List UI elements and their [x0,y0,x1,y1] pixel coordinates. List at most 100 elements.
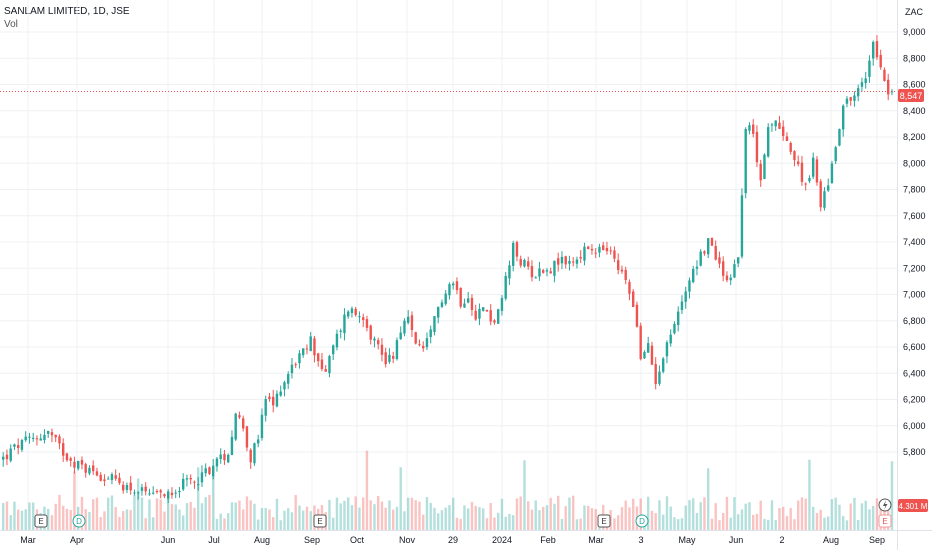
candle-body [260,414,264,439]
volume-bar [189,502,192,530]
volume-bar [512,515,515,530]
candle-body [782,126,785,136]
candle-body [425,338,429,348]
candle-body [538,268,541,277]
candle-body [407,316,410,323]
candle-body [163,494,166,497]
volume-bar [834,497,837,530]
candle-body [437,307,440,318]
candle-body [335,333,339,348]
candle-body [714,246,717,260]
candle-body [369,325,372,340]
volume-bar [13,501,16,530]
candle-body [853,95,856,101]
candle-body [320,359,324,369]
volume-bar [388,500,391,530]
candle-body [879,54,882,68]
volume-bar [662,514,665,530]
volume-bar [632,498,635,530]
candle-body [242,418,245,429]
candle-body [748,125,751,131]
candle-body [47,430,50,434]
volume-bar [722,512,725,530]
time-tick-label: Apr [70,535,84,545]
candle-body [125,484,129,490]
candle-body [28,436,31,438]
candle-body [9,448,12,461]
volume-bar [890,461,894,530]
volume-bar [819,509,822,530]
candle-body [257,439,260,444]
volume-bar [549,497,552,530]
earnings-marker-label: E [317,517,322,526]
volume-bar [755,513,759,530]
volume-bar [489,502,492,530]
candle-body [159,490,162,493]
volume-bar [28,502,31,530]
candle-body [448,284,451,296]
candle-body [133,492,136,494]
time-tick-label: Nov [399,535,416,545]
volume-bar [380,501,384,530]
candle-body [58,436,61,444]
candle-body [639,325,642,360]
time-axis[interactable]: Mar Apr Jun Jul Aug Sep Oct Nov 29 2024 Feb Mar 3 May… [20,535,885,545]
volume-bar [129,510,132,530]
volume-bar [69,509,72,530]
time-tick-label: Jun [729,535,744,545]
candle-body [65,453,69,461]
volume-bar [800,497,804,530]
candle-body [530,266,534,278]
dividend-marker [72,514,86,528]
volume-bar [392,509,395,530]
candle-body [80,459,84,465]
volume-bar [174,504,177,530]
price-tick-label: 7,800 [903,185,926,195]
volume-bar [669,506,672,530]
volume-bar [65,508,69,530]
candle-body [647,343,650,353]
candle-body [2,456,5,460]
price-tick-label: 7,200 [903,263,926,273]
candle-body [118,477,121,483]
price-axis[interactable]: 9,000 8,800 8,600 8,400 8,200 8,000 7,800 7,600… [903,27,926,457]
candle-body [305,348,309,350]
candle-body [778,122,781,129]
price-tick-label: 8,200 [903,132,926,142]
volume-bar [647,496,650,530]
volume-bar [748,502,751,530]
time-tick-label: Jun [161,535,176,545]
volume-bar [418,501,421,530]
volume-bar [242,509,245,530]
volume-bar [609,510,612,530]
candle-body [564,256,567,265]
candle-body [219,454,222,460]
volume-bar [875,498,879,530]
volume-bar [407,497,410,530]
candle-body [84,464,87,473]
candle-body [635,304,639,327]
candle-body [722,261,725,276]
volume-bar [155,498,159,530]
volume-bar [620,507,624,530]
volume-bar [212,466,215,530]
volume-bar [763,518,766,530]
candle-body [347,311,350,317]
earnings-marker-label: E [601,517,606,526]
candle-body [512,242,515,266]
volume-bar [227,513,230,530]
candle-body [384,352,387,365]
time-tick-label: Feb [540,535,556,545]
time-tick-label: Sep [869,535,885,545]
time-tick-label: Oct [350,535,365,545]
candle-body [328,356,331,374]
candle-body [643,352,646,359]
candle-body [444,293,447,304]
candle-body [587,246,590,250]
price-tick-label: 8,000 [903,158,926,168]
candle-body [429,329,432,337]
volume-bar [467,508,470,530]
volume-bar [88,511,91,530]
volume-bar [830,499,834,530]
